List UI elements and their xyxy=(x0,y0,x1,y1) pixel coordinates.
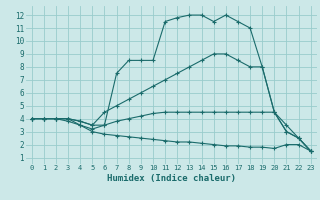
X-axis label: Humidex (Indice chaleur): Humidex (Indice chaleur) xyxy=(107,174,236,183)
